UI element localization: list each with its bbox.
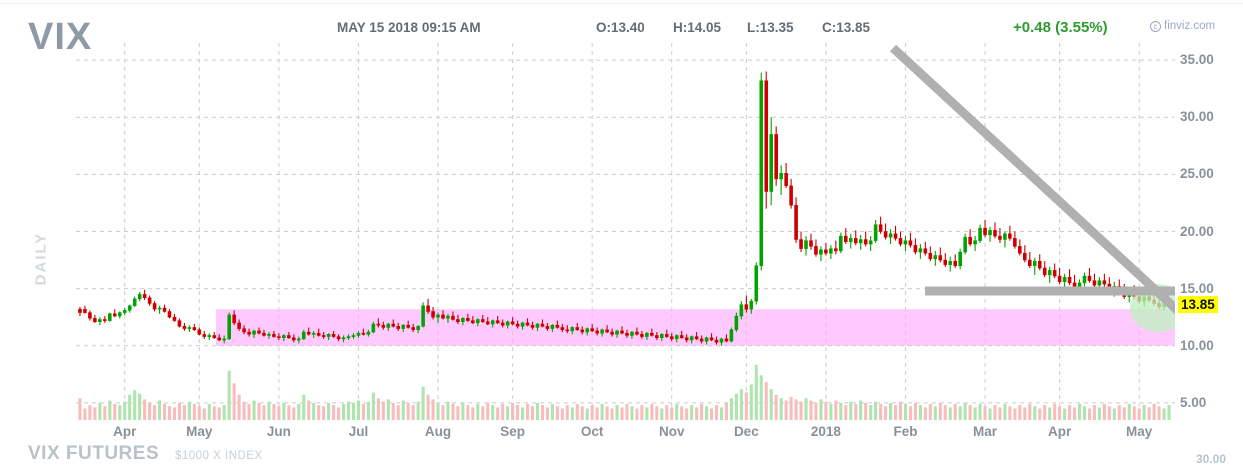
x-axis-label: Apr: [113, 424, 137, 439]
footer-right-value: 30.00: [1196, 452, 1227, 466]
y-axis-label: 5.00: [1180, 394, 1207, 410]
x-axis-label: Oct: [580, 424, 604, 439]
x-axis-label: May: [186, 424, 213, 439]
copyright-icon: c: [1150, 21, 1161, 32]
x-axis-label: Nov: [658, 424, 685, 439]
x-axis-label: 2018: [810, 424, 841, 439]
x-axis-label: Apr: [1048, 424, 1072, 439]
timeframe-label: DAILY: [32, 231, 50, 286]
quote-datetime: MAY 15 2018 09:15 AM: [337, 20, 481, 35]
y-axis-label: 35.00: [1180, 52, 1214, 68]
y-axis-label: 20.00: [1180, 223, 1214, 239]
quote-open: O:13.40: [596, 20, 645, 35]
x-axis-label: May: [1126, 424, 1153, 439]
quote-close: C:13.85: [822, 20, 871, 35]
y-axis-label: 25.00: [1180, 166, 1214, 182]
y-axis-label: 10.00: [1180, 337, 1214, 353]
x-axis-label: Aug: [424, 424, 452, 439]
y-axis-label: 15.00: [1180, 280, 1214, 296]
x-axis-label: Jul: [348, 424, 369, 439]
x-axis-label: Feb: [893, 424, 918, 439]
price-plot[interactable]: [76, 43, 1175, 420]
quote-high: H:14.05: [673, 20, 722, 35]
instrument-name: VIX FUTURES: [28, 443, 160, 464]
finviz-watermark-label: finviz.com: [1164, 20, 1216, 32]
x-axis-label: Dec: [733, 424, 759, 439]
header-divider: [0, 3, 1243, 4]
x-axis-label: Sep: [500, 424, 525, 439]
finviz-watermark[interactable]: c finviz.com: [1150, 20, 1215, 32]
x-axis-label: Jun: [266, 424, 291, 439]
candlestick-svg: [76, 43, 1175, 420]
quote-low: L:13.35: [747, 20, 794, 35]
contract-size: $1000 X INDEX: [175, 450, 263, 462]
last-price-tag: 13.85: [1178, 296, 1218, 313]
page-title: VIX: [28, 16, 93, 58]
price-change: +0.48 (3.55%): [1013, 19, 1108, 36]
x-axis-label: Mar: [973, 424, 998, 439]
y-axis-label: 30.00: [1180, 109, 1214, 125]
